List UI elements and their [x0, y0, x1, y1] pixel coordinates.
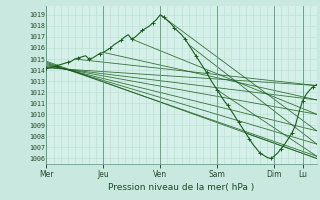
X-axis label: Pression niveau de la mer( hPa ): Pression niveau de la mer( hPa ): [108, 183, 255, 192]
